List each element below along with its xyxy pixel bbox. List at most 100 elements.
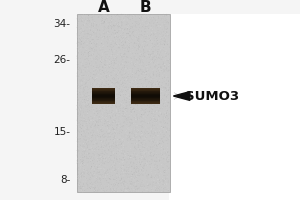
Bar xyxy=(92,102,115,103)
Point xyxy=(133,103,138,106)
Point xyxy=(149,113,154,116)
Point xyxy=(130,67,135,70)
Point xyxy=(145,57,149,60)
Point xyxy=(122,186,126,190)
Point xyxy=(148,128,153,131)
Point xyxy=(97,101,101,104)
Point xyxy=(91,79,96,82)
Point xyxy=(125,66,130,70)
Point xyxy=(100,168,104,171)
Point xyxy=(163,107,168,110)
Point xyxy=(113,68,118,71)
Point xyxy=(77,176,82,180)
Point xyxy=(81,86,85,89)
Point xyxy=(141,23,146,26)
Point xyxy=(103,26,107,29)
Point xyxy=(150,100,155,104)
Point xyxy=(125,26,130,29)
Point xyxy=(79,89,84,92)
Point xyxy=(121,70,126,73)
Point xyxy=(153,161,158,164)
Point xyxy=(126,133,131,136)
Point xyxy=(164,32,169,35)
Point xyxy=(122,140,127,143)
Point xyxy=(98,96,103,99)
Point xyxy=(114,102,119,105)
Point xyxy=(115,62,120,65)
Point xyxy=(116,60,121,63)
Point xyxy=(140,108,145,111)
Point xyxy=(74,26,79,29)
Point xyxy=(111,69,116,72)
Point xyxy=(80,174,85,177)
Point xyxy=(134,30,139,33)
Point xyxy=(82,142,86,145)
Point xyxy=(108,157,113,161)
Point xyxy=(85,47,89,51)
Bar xyxy=(76,14,170,192)
Point xyxy=(103,121,108,124)
Point xyxy=(158,168,163,172)
Point xyxy=(158,25,163,28)
Point xyxy=(128,155,133,158)
Point xyxy=(95,181,100,184)
Point xyxy=(121,62,125,65)
Point xyxy=(97,105,102,108)
Point xyxy=(89,64,94,67)
Point xyxy=(127,151,132,154)
Point xyxy=(128,155,133,158)
Point xyxy=(119,164,124,167)
Point xyxy=(136,69,141,72)
Point xyxy=(107,129,112,132)
Point xyxy=(103,124,108,127)
Point xyxy=(122,28,127,31)
Point xyxy=(119,177,124,180)
Point xyxy=(117,154,122,158)
Point xyxy=(116,154,121,157)
Point xyxy=(119,105,124,108)
Point xyxy=(143,152,148,155)
Point xyxy=(141,48,146,51)
Point xyxy=(118,54,123,57)
Point xyxy=(94,138,98,142)
Point xyxy=(154,68,159,71)
Point xyxy=(111,87,116,90)
Point xyxy=(103,18,108,21)
Point xyxy=(158,50,163,53)
Point xyxy=(108,45,113,48)
Point xyxy=(106,149,111,152)
Point xyxy=(155,166,160,170)
Point xyxy=(158,129,162,132)
Point xyxy=(137,78,142,81)
Point xyxy=(108,94,113,98)
Point xyxy=(118,47,122,51)
Point xyxy=(112,189,117,192)
Point xyxy=(81,185,86,189)
Point xyxy=(109,19,114,22)
Point xyxy=(124,34,129,37)
Point xyxy=(154,163,158,166)
Point xyxy=(76,150,81,153)
Point xyxy=(81,91,86,94)
Point xyxy=(75,54,80,57)
Point xyxy=(80,185,85,188)
Point xyxy=(143,156,148,159)
Point xyxy=(108,63,112,66)
Point xyxy=(160,28,164,31)
Point xyxy=(142,51,147,54)
Point xyxy=(87,181,92,185)
Point xyxy=(100,19,104,22)
Point xyxy=(75,66,80,69)
Point xyxy=(80,80,85,83)
Point xyxy=(154,63,159,66)
Point xyxy=(94,76,99,79)
Point xyxy=(138,33,142,36)
Point xyxy=(126,39,131,42)
Point xyxy=(94,142,99,145)
Point xyxy=(144,161,149,164)
Point xyxy=(97,92,102,95)
Point xyxy=(88,28,93,31)
Point xyxy=(149,129,154,133)
Point xyxy=(94,111,99,114)
Point xyxy=(85,29,89,32)
